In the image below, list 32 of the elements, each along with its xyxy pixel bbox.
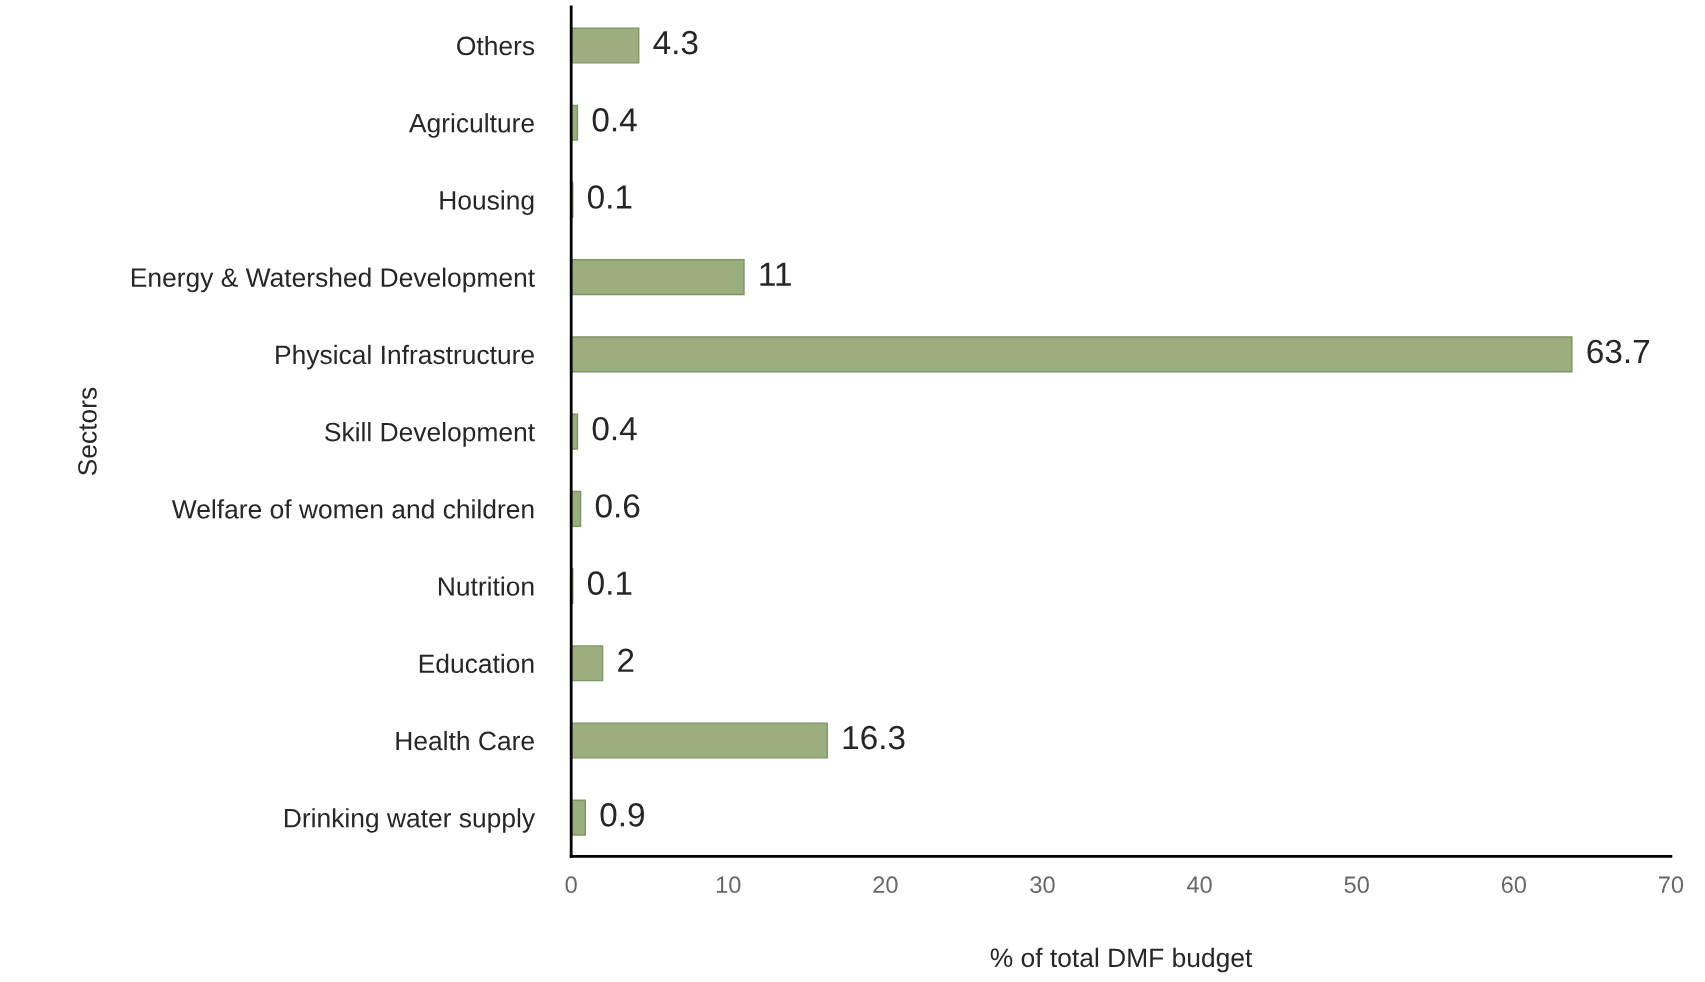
y-tick-label: Drinking water supply	[284, 808, 536, 833]
y-tick-label: Physical Infrastructure	[276, 344, 534, 370]
y-tick-label: Health Care	[396, 730, 534, 751]
y-tick-label: Skill Development	[325, 422, 535, 447]
y-tick-label: Nutrition	[438, 576, 534, 596]
y-tick-label: Others	[457, 35, 535, 56]
y-tick-label: Agriculture	[408, 113, 534, 138]
data-label: 0.1	[587, 571, 632, 595]
data-label: 0.9	[600, 803, 644, 827]
y-tick-label: Welfare of women and children	[171, 499, 534, 519]
data-label: 0.4	[592, 416, 637, 441]
y-tick-label: Energy & Watershed Development	[131, 267, 535, 293]
data-label: 0.1	[587, 185, 632, 209]
x-tick-label: 70	[1658, 876, 1684, 894]
y-tick-label: Housing	[440, 190, 534, 215]
x-tick-label: 50	[1344, 876, 1369, 894]
data-label: 0.4	[592, 108, 637, 132]
x-tick-label: 20	[873, 876, 898, 894]
data-label: 2	[618, 648, 634, 672]
data-label: 63.7	[1587, 339, 1650, 364]
data-label: 4.3	[653, 30, 698, 55]
y-axis-title: Sectors	[78, 387, 97, 476]
x-tick-label: 0	[565, 876, 577, 894]
x-axis-title: % of total DMF budget	[990, 947, 1253, 973]
x-tick-label: 30	[1030, 876, 1055, 894]
x-tick-label: 10	[716, 876, 741, 894]
data-label: 11	[760, 262, 791, 286]
x-tick-label: 40	[1187, 876, 1212, 894]
data-label: 0.6	[595, 494, 640, 518]
x-tick-label: 60	[1501, 876, 1527, 894]
data-label: 16.3	[843, 725, 905, 750]
y-tick-label: Education	[419, 653, 534, 674]
